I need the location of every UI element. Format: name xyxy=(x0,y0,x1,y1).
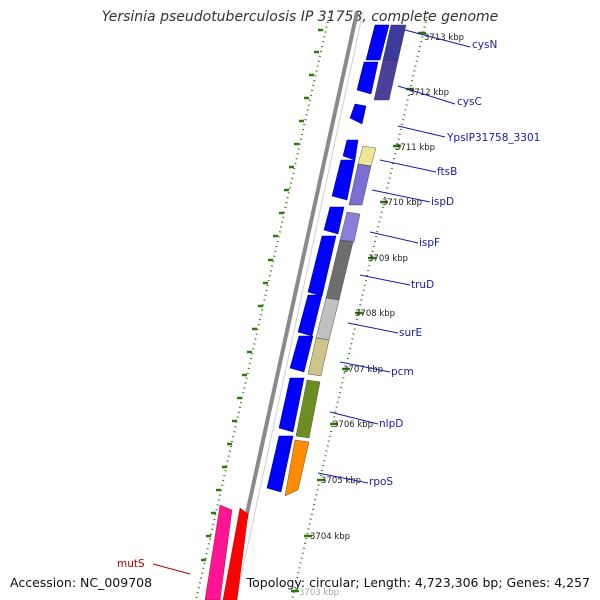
tick-label: 3709 kbp xyxy=(368,254,408,264)
gene-label-YpsIP31758_3301: YpsIP31758_3301 xyxy=(446,132,540,144)
gene-label-ispD: ispD xyxy=(431,196,454,208)
backbone-line xyxy=(226,11,359,600)
gene-block-ispF xyxy=(339,211,361,243)
gene-block-ispD xyxy=(348,163,372,206)
gene-block-pink xyxy=(204,504,233,600)
gene-label-ftsB: ftsB xyxy=(437,166,457,178)
accession-text: Accession: NC_009708 xyxy=(10,575,153,590)
tick-label: 3713 kbp xyxy=(424,33,464,43)
gene-label-cysN: cysN xyxy=(472,39,497,51)
outer-dot-ring xyxy=(195,11,331,600)
backbone-line-inner xyxy=(235,11,364,600)
gene-label-cysC: cysC xyxy=(457,96,482,108)
cds-track-genes xyxy=(284,24,407,497)
map-title: Yersinia pseudotuberculosis IP 31758, co… xyxy=(101,9,499,25)
cds-track-blue xyxy=(266,24,390,493)
tick-label: 3707 kbp xyxy=(343,365,383,375)
inner-dot-ring xyxy=(291,11,429,600)
tick-label: 3704 kbp xyxy=(310,532,350,542)
tick-label: 3706 kbp xyxy=(333,420,373,430)
gene-block-ftsB xyxy=(357,145,377,167)
gene-block-pcm xyxy=(307,337,330,377)
gene-label-truD: truD xyxy=(411,279,434,291)
label-leaders xyxy=(152,29,471,575)
tick-label: 3712 kbp xyxy=(409,88,449,98)
tick-label: 3705 kbp xyxy=(321,476,361,486)
tick-label: 3710 kbp xyxy=(382,198,422,208)
inner-major-ticks xyxy=(291,31,426,593)
tick-label: 3703 kbp xyxy=(299,588,339,598)
gene-block-rpoS xyxy=(284,439,310,497)
gene-label-surE: surE xyxy=(399,327,422,339)
gene-label-rpoS: rpoS xyxy=(369,476,393,488)
gene-block-mutS xyxy=(222,507,249,600)
topology-text: Topology: circular; Length: 4,723,306 bp… xyxy=(246,575,590,590)
gene-label-mutS: mutS xyxy=(117,558,145,570)
outer-major-ticks xyxy=(201,28,323,562)
tick-label: 3711 kbp xyxy=(395,143,435,153)
tick-label: 3708 kbp xyxy=(355,309,395,319)
gene-block-nlpD xyxy=(295,379,321,439)
gene-label-nlpD: nlpD xyxy=(379,418,403,430)
gene-block-cysC xyxy=(373,59,399,101)
gene-label-pcm: pcm xyxy=(391,366,414,378)
gene-label-ispF: ispF xyxy=(419,237,440,249)
